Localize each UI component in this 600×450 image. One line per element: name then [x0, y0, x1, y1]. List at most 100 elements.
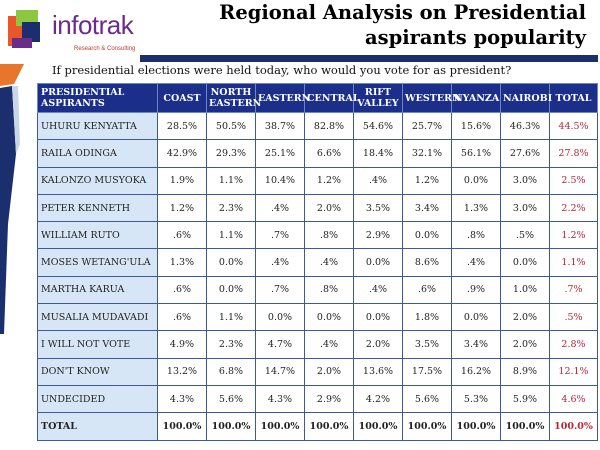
percentage-cell: .6%	[157, 275, 207, 305]
percentage-cell: 6.6%	[304, 139, 354, 168]
percentage-cell: 1.0%	[500, 275, 550, 305]
results-table: PRESIDENTIAL ASPIRANTS COAST NORTH EASTERN…	[37, 83, 598, 441]
percentage-cell: .7%	[255, 221, 305, 250]
percentage-cell: 2.0%	[304, 357, 354, 386]
total-cell: 2.5%	[549, 166, 598, 195]
percentage-cell: 0.0%	[451, 303, 501, 332]
column-header: EASTERN	[255, 83, 310, 113]
percentage-cell: 0.0%	[255, 303, 305, 332]
column-header: NYANZA	[451, 83, 501, 113]
percentage-cell: 0.0%	[304, 303, 354, 332]
table-row: UNDECIDED 4.3% 5.6% 4.3% 2.9% 4.2% 5.6% 5.3% 5.9…	[37, 384, 598, 414]
percentage-cell: 1.3%	[451, 193, 501, 223]
table-header-row: PRESIDENTIAL ASPIRANTS COAST NORTH EASTERN…	[37, 83, 598, 113]
total-cell: .7%	[549, 275, 598, 305]
percentage-cell: .9%	[451, 275, 501, 305]
total-cell: 4.6%	[549, 384, 598, 414]
aspirant-name: MOSES WETANG'ULA	[37, 248, 158, 277]
percentage-cell: 1.2%	[304, 166, 354, 195]
column-header: RIFT VALLEY	[353, 83, 403, 113]
percentage-cell: .6%	[402, 275, 452, 305]
title-divider	[140, 55, 598, 62]
aspirant-name: MUSALIA MUDAVADI	[37, 303, 158, 332]
percentage-cell: 6.8%	[206, 357, 256, 386]
percentage-cell: 29.3%	[206, 139, 256, 168]
total-cell: 2.2%	[549, 193, 598, 223]
aspirant-name: I WILL NOT VOTE	[37, 330, 158, 359]
percentage-cell: .8%	[304, 275, 354, 305]
aspirant-name: TOTAL	[37, 412, 158, 441]
percentage-cell: 4.3%	[255, 384, 305, 414]
percentage-cell: 8.9%	[500, 357, 550, 386]
survey-question: If presidential elections were held toda…	[52, 63, 512, 77]
total-cell: .5%	[549, 303, 598, 332]
logo-tagline: Research & Consulting	[74, 46, 136, 52]
column-header: COAST	[157, 83, 207, 113]
total-cell: 1.1%	[549, 248, 598, 277]
page-title: Regional Analysis on Presidential aspira…	[219, 1, 586, 49]
percentage-cell: .4%	[353, 166, 403, 195]
percentage-cell: 38.7%	[255, 111, 305, 141]
table-row: I WILL NOT VOTE 4.9% 2.3% 4.7% .4% 2.0% 3.5% 3.…	[37, 330, 598, 359]
column-header: WESTERN	[402, 83, 461, 113]
percentage-cell: 0.0%	[353, 248, 403, 277]
aspirant-name: PETER KENNETH	[37, 193, 158, 223]
percentage-cell: 1.3%	[157, 248, 207, 277]
aspirant-name: UHURU KENYATTA	[37, 111, 158, 141]
percentage-cell: 0.0%	[353, 303, 403, 332]
percentage-cell: 42.9%	[157, 139, 207, 168]
percentage-cell: 1.1%	[206, 166, 256, 195]
percentage-cell: 14.7%	[255, 357, 305, 386]
table-row: MARTHA KARUA .6% 0.0% .7% .8% .4% .6% .9% 1.0% .7…	[37, 275, 598, 305]
percentage-cell: 4.3%	[157, 384, 207, 414]
percentage-cell: 4.2%	[353, 384, 403, 414]
percentage-cell: 82.8%	[304, 111, 354, 141]
percentage-cell: 4.7%	[255, 330, 305, 359]
column-header: NAIROBI	[500, 83, 552, 113]
column-header: TOTAL	[549, 83, 598, 113]
table-row: MUSALIA MUDAVADI .6% 1.1% 0.0% 0.0% 0.0% 1.8% 0…	[37, 303, 598, 332]
percentage-cell: 5.9%	[500, 384, 550, 414]
percentage-cell: 2.0%	[500, 330, 550, 359]
percentage-cell: 0.0%	[451, 166, 501, 195]
logo-mark-icon	[8, 10, 40, 48]
percentage-cell: 0.0%	[500, 248, 550, 277]
percentage-cell: .4%	[451, 248, 501, 277]
percentage-cell: 54.6%	[353, 111, 403, 141]
percentage-cell: .6%	[157, 303, 207, 332]
percentage-cell: 18.4%	[353, 139, 403, 168]
table-row: TOTAL 100.0% 100.0% 100.0% 100.0% 100.0% 100.0…	[37, 412, 598, 441]
aspirant-name: DON'T KNOW	[37, 357, 158, 386]
percentage-cell: .6%	[157, 221, 207, 250]
percentage-cell: 0.0%	[206, 275, 256, 305]
percentage-cell: 32.1%	[402, 139, 452, 168]
percentage-cell: 25.1%	[255, 139, 305, 168]
percentage-cell: 56.1%	[451, 139, 501, 168]
percentage-cell: 3.0%	[500, 193, 550, 223]
percentage-cell: 100.0%	[402, 412, 452, 441]
percentage-cell: 2.0%	[304, 193, 354, 223]
total-cell: 1.2%	[549, 221, 598, 250]
column-header: CENTRAL	[304, 83, 360, 113]
percentage-cell: .4%	[304, 248, 354, 277]
percentage-cell: 2.0%	[353, 330, 403, 359]
table-row: MOSES WETANG'ULA 1.3% 0.0% .4% .4% 0.0% 8.6% .4…	[37, 248, 598, 277]
percentage-cell: 100.0%	[353, 412, 403, 441]
percentage-cell: 15.6%	[451, 111, 501, 141]
percentage-cell: 25.7%	[402, 111, 452, 141]
percentage-cell: 100.0%	[255, 412, 305, 441]
percentage-cell: 2.3%	[206, 193, 256, 223]
percentage-cell: 100.0%	[451, 412, 501, 441]
percentage-cell: 1.2%	[157, 193, 207, 223]
table-row: KALONZO MUSYOKA 1.9% 1.1% 10.4% 1.2% .4% 1.2% 0…	[37, 166, 598, 195]
percentage-cell: .4%	[304, 330, 354, 359]
percentage-cell: 5.6%	[402, 384, 452, 414]
percentage-cell: 2.0%	[500, 303, 550, 332]
percentage-cell: 3.0%	[500, 166, 550, 195]
aspirant-name: UNDECIDED	[37, 384, 158, 414]
column-header: NORTH EASTERN	[206, 83, 261, 113]
percentage-cell: 2.9%	[304, 384, 354, 414]
percentage-cell: 3.5%	[402, 330, 452, 359]
logo-wordmark: infotrak	[52, 10, 134, 40]
percentage-cell: 100.0%	[500, 412, 550, 441]
